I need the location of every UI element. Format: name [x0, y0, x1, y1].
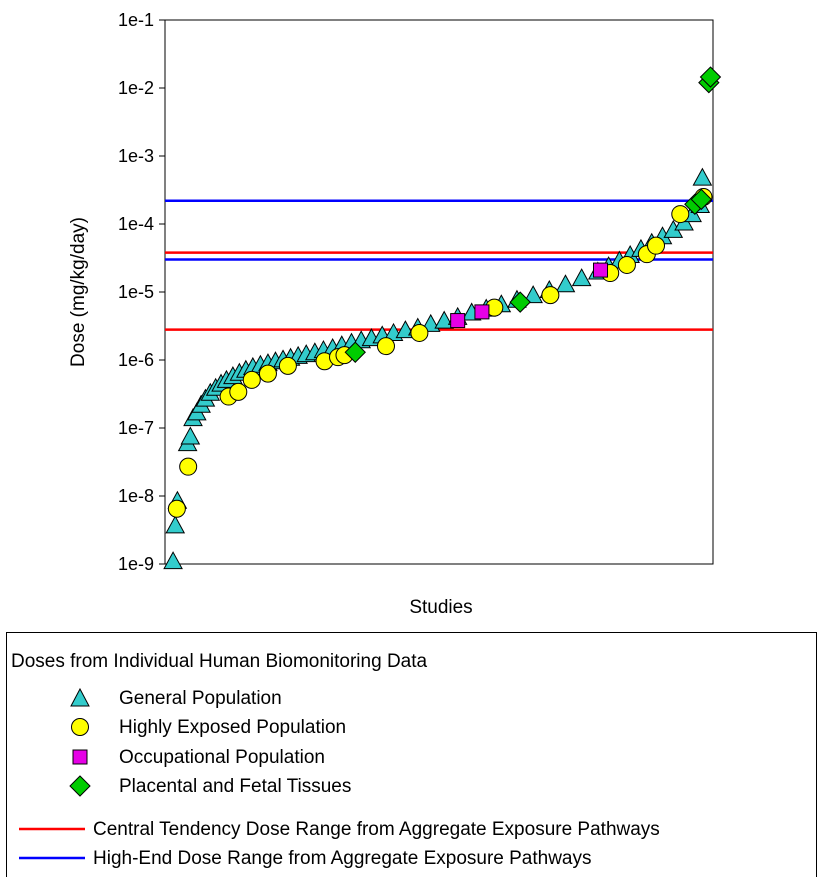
circle-data-point: [541, 286, 560, 305]
square-data-point: [474, 304, 490, 320]
chart: 1e-9 1e-8 1e-7 1e-6 1e-5 1e-4 1e-3 1e-2 1e-1 Stu…: [68, 10, 722, 618]
legend-label: General Population: [119, 688, 282, 709]
triangle-data-point: [165, 515, 186, 534]
x-axis-title: Studies: [409, 597, 472, 618]
y-tick-label: 1e-8: [118, 486, 154, 506]
legend-label: Placental and Fetal Tissues: [119, 776, 352, 797]
circle-data-point: [167, 499, 186, 518]
triangle-data-point: [163, 551, 183, 570]
diamond-data-point: [509, 291, 531, 313]
y-tick-label: 1e-4: [118, 214, 154, 234]
triangle-data-point: [692, 167, 713, 186]
legend-label: Highly Exposed Population: [119, 717, 347, 738]
square-marker-icon: [72, 749, 88, 765]
y-axis: 1e-9 1e-8 1e-7 1e-6 1e-5 1e-4 1e-3 1e-2 1e-1: [118, 10, 165, 574]
blue-line-marker-icon: [19, 856, 85, 860]
circle-marker-icon: [71, 718, 89, 736]
circle-data-point: [410, 323, 429, 342]
y-tick-label: 1e-1: [118, 10, 154, 30]
triangle-data-point: [523, 285, 543, 304]
red-line-marker-icon: [19, 827, 85, 831]
diamond-data-point: [690, 188, 713, 211]
y-tick-label: 1e-2: [118, 78, 154, 98]
triangle-data-point: [180, 426, 201, 445]
y-tick-label: 1e-7: [118, 418, 154, 438]
circle-data-point: [258, 364, 277, 383]
y-tick-label: 1e-5: [118, 282, 154, 302]
y-tick-label: 1e-9: [118, 554, 154, 574]
circle-data-point: [617, 255, 636, 274]
square-data-point: [593, 262, 609, 278]
y-axis-title: Dose (mg/kg/day): [68, 217, 89, 367]
y-tick-label: 1e-6: [118, 350, 154, 370]
circle-data-point: [179, 457, 198, 476]
legend-label: Central Tendency Dose Range from Aggrega…: [93, 819, 660, 840]
legend: Doses from Individual Human Biomonitorin…: [6, 632, 817, 877]
y-tick-label: 1e-3: [118, 146, 154, 166]
circle-data-point: [671, 205, 690, 224]
diamond-data-point: [344, 341, 366, 363]
legend-label: High-End Dose Range from Aggregate Expos…: [93, 848, 592, 869]
circle-data-point: [229, 382, 248, 401]
plot-area-frame: [164, 19, 714, 565]
legend-heading: Doses from Individual Human Biomonitorin…: [11, 651, 428, 672]
triangle-data-point: [555, 274, 576, 293]
legend-label: Occupational Population: [119, 747, 325, 768]
circle-data-point: [242, 370, 261, 389]
diamond-data-point: [699, 66, 722, 88]
triangle-data-point: [571, 268, 592, 287]
circle-data-point: [376, 337, 395, 356]
triangle-marker-icon: [70, 687, 90, 707]
circle-data-point: [647, 236, 666, 255]
data-points: [163, 66, 722, 570]
circle-data-point: [278, 356, 297, 375]
square-data-point: [450, 313, 466, 329]
diamond-marker-icon: [69, 775, 91, 797]
